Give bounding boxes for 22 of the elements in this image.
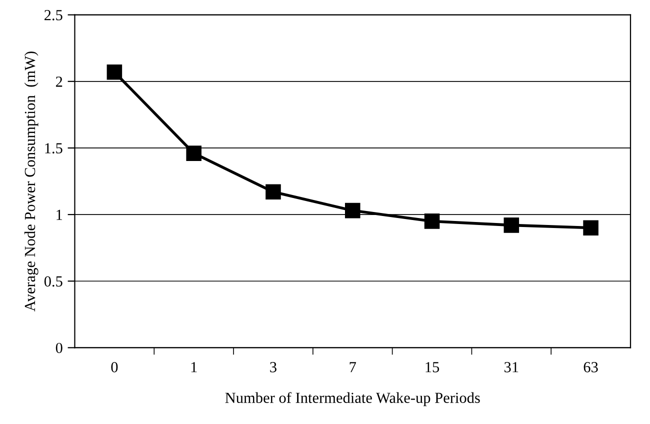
x-tick-label: 0	[111, 362, 118, 372]
y-tick-label: 0.5	[44, 276, 62, 287]
y-tick-label: 1.5	[45, 143, 62, 154]
y-tick-label: 2	[56, 76, 62, 87]
y-axis-title: Average Node Power Consumption (mW)	[24, 52, 38, 312]
y-tick-label: 0	[56, 342, 62, 354]
x-tick-label: 7	[350, 362, 356, 372]
y-tick-label: 1	[56, 210, 62, 220]
x-tick-label: 15	[426, 362, 440, 372]
point	[504, 218, 520, 233]
point	[344, 202, 360, 218]
x-tick-label: 1	[191, 362, 197, 372]
point	[106, 64, 122, 80]
point	[186, 146, 202, 161]
y-tick-label: 2.5	[44, 10, 62, 20]
point	[424, 214, 440, 229]
x-tick-label: 63	[584, 362, 598, 372]
x-tick-label: 31	[504, 362, 518, 372]
x-tick-label: 3	[270, 362, 276, 372]
x-axis-title: Number of Intermediate Wake-up Periods	[225, 392, 480, 406]
point	[266, 184, 281, 200]
point	[583, 220, 598, 236]
